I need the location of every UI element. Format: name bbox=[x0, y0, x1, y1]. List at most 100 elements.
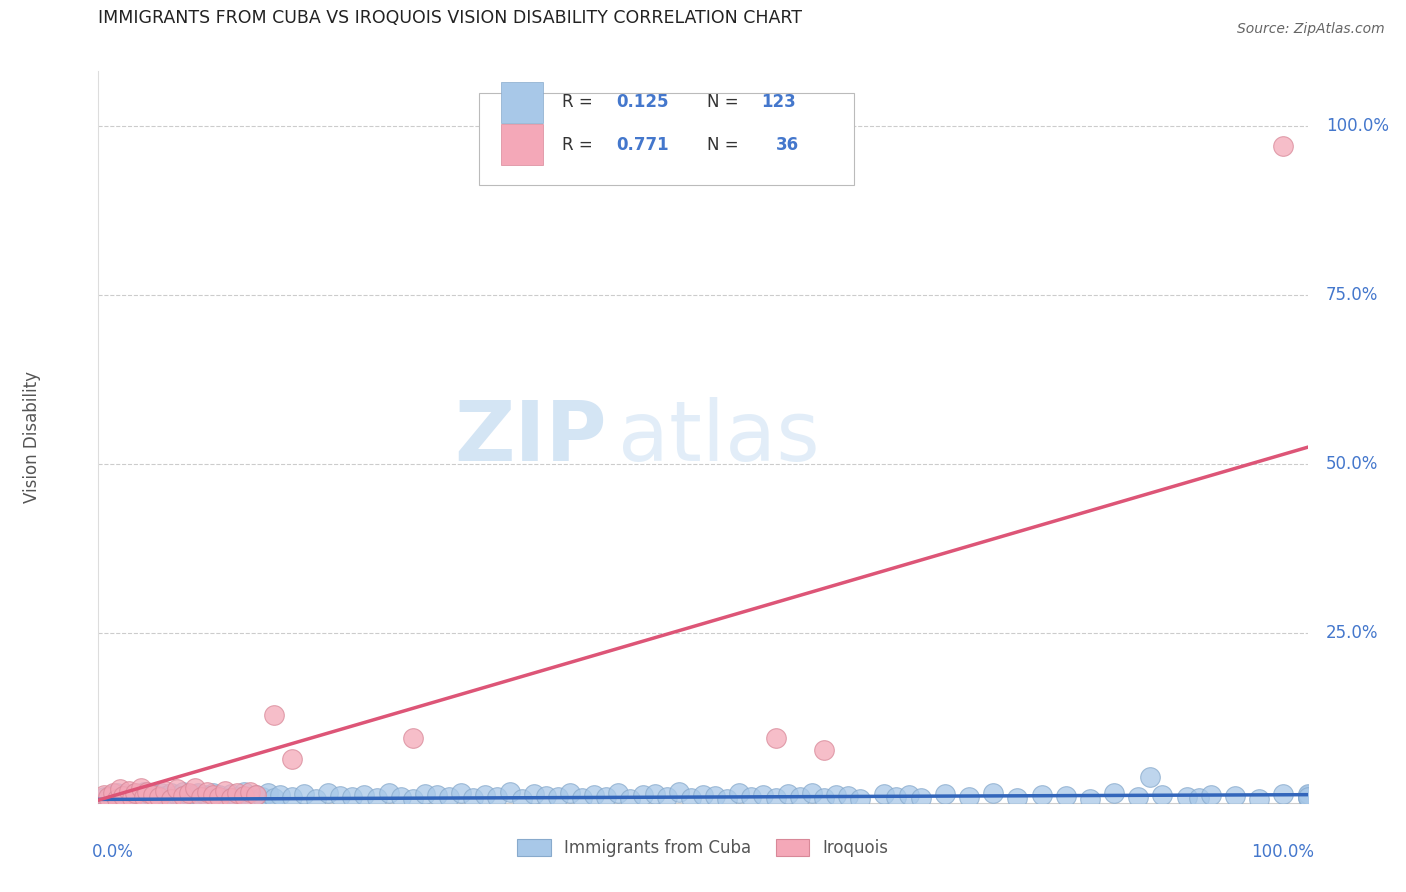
Point bbox=[957, 790, 980, 805]
Point bbox=[138, 787, 160, 801]
Point bbox=[437, 790, 460, 805]
Point bbox=[198, 791, 221, 805]
Point bbox=[1139, 770, 1161, 784]
Text: atlas: atlas bbox=[619, 397, 820, 477]
Text: N =: N = bbox=[707, 94, 744, 112]
Point bbox=[162, 791, 184, 805]
FancyBboxPatch shape bbox=[479, 94, 855, 185]
Point bbox=[208, 789, 231, 803]
Point bbox=[97, 792, 120, 806]
Point bbox=[316, 786, 339, 800]
Point bbox=[184, 780, 207, 795]
Point bbox=[463, 791, 485, 805]
Point bbox=[111, 791, 134, 805]
Point bbox=[413, 787, 436, 801]
Text: R =: R = bbox=[561, 94, 598, 112]
Point bbox=[692, 788, 714, 802]
Point bbox=[153, 789, 176, 803]
Point bbox=[305, 791, 328, 805]
Point bbox=[232, 789, 254, 803]
Point bbox=[184, 790, 207, 805]
Point bbox=[245, 788, 267, 802]
Point bbox=[118, 789, 141, 803]
Point bbox=[1102, 786, 1125, 800]
Point bbox=[166, 788, 188, 802]
Point bbox=[366, 791, 388, 805]
Point bbox=[595, 789, 617, 804]
Point bbox=[118, 783, 141, 797]
Point bbox=[221, 791, 243, 805]
Point bbox=[134, 785, 156, 799]
Point bbox=[776, 787, 799, 801]
Point bbox=[510, 791, 533, 805]
Point bbox=[813, 791, 835, 805]
Text: R =: R = bbox=[561, 136, 598, 153]
Point bbox=[148, 790, 170, 805]
Point bbox=[523, 787, 546, 801]
Point bbox=[205, 789, 228, 804]
Point bbox=[716, 791, 738, 805]
Point bbox=[1249, 791, 1271, 805]
Point bbox=[256, 786, 278, 800]
Point bbox=[208, 789, 231, 804]
Point bbox=[263, 707, 285, 722]
Point bbox=[174, 791, 197, 805]
Point bbox=[179, 789, 201, 803]
Point bbox=[1272, 139, 1295, 153]
Point bbox=[157, 790, 180, 805]
Point bbox=[145, 788, 167, 802]
Point bbox=[668, 785, 690, 799]
Point bbox=[1199, 788, 1222, 802]
Point bbox=[450, 786, 472, 800]
Point bbox=[825, 788, 848, 802]
Point bbox=[124, 786, 146, 800]
Point bbox=[765, 791, 787, 805]
Point bbox=[121, 791, 143, 805]
Point bbox=[93, 788, 115, 802]
Point bbox=[1296, 787, 1319, 801]
Point bbox=[194, 788, 217, 802]
Point bbox=[534, 789, 557, 803]
Point bbox=[789, 790, 811, 805]
Point bbox=[281, 790, 304, 805]
Point bbox=[813, 743, 835, 757]
Point bbox=[250, 789, 273, 804]
Text: IMMIGRANTS FROM CUBA VS IROQUOIS VISION DISABILITY CORRELATION CHART: IMMIGRANTS FROM CUBA VS IROQUOIS VISION … bbox=[98, 10, 803, 28]
Point bbox=[111, 789, 134, 803]
Point bbox=[190, 791, 212, 805]
Text: 25.0%: 25.0% bbox=[1326, 624, 1378, 642]
Point bbox=[607, 786, 630, 800]
Text: 0.0%: 0.0% bbox=[93, 843, 134, 861]
Point bbox=[134, 789, 156, 804]
Point bbox=[127, 790, 149, 805]
Point bbox=[101, 786, 124, 800]
Point bbox=[281, 752, 304, 766]
Point bbox=[619, 791, 641, 805]
Point bbox=[740, 789, 762, 804]
Point bbox=[195, 785, 218, 799]
Point bbox=[558, 786, 581, 800]
Point bbox=[129, 780, 152, 795]
Text: 100.0%: 100.0% bbox=[1326, 117, 1389, 135]
Point bbox=[1223, 789, 1246, 803]
Point bbox=[245, 788, 267, 802]
Point bbox=[329, 789, 352, 803]
Point bbox=[800, 786, 823, 800]
Point bbox=[100, 788, 122, 802]
Point bbox=[728, 786, 751, 800]
Point bbox=[704, 789, 727, 803]
Point bbox=[226, 790, 249, 805]
Point bbox=[377, 786, 399, 800]
Point bbox=[160, 786, 183, 800]
Point bbox=[353, 788, 375, 802]
Point bbox=[142, 789, 165, 804]
Point bbox=[93, 790, 115, 805]
Text: 0.771: 0.771 bbox=[616, 136, 669, 153]
Text: 36: 36 bbox=[776, 136, 799, 153]
Point bbox=[195, 789, 218, 803]
Point bbox=[837, 789, 859, 803]
Point bbox=[1054, 789, 1077, 803]
Point bbox=[981, 786, 1004, 800]
Point bbox=[169, 789, 191, 804]
Point bbox=[190, 790, 212, 805]
